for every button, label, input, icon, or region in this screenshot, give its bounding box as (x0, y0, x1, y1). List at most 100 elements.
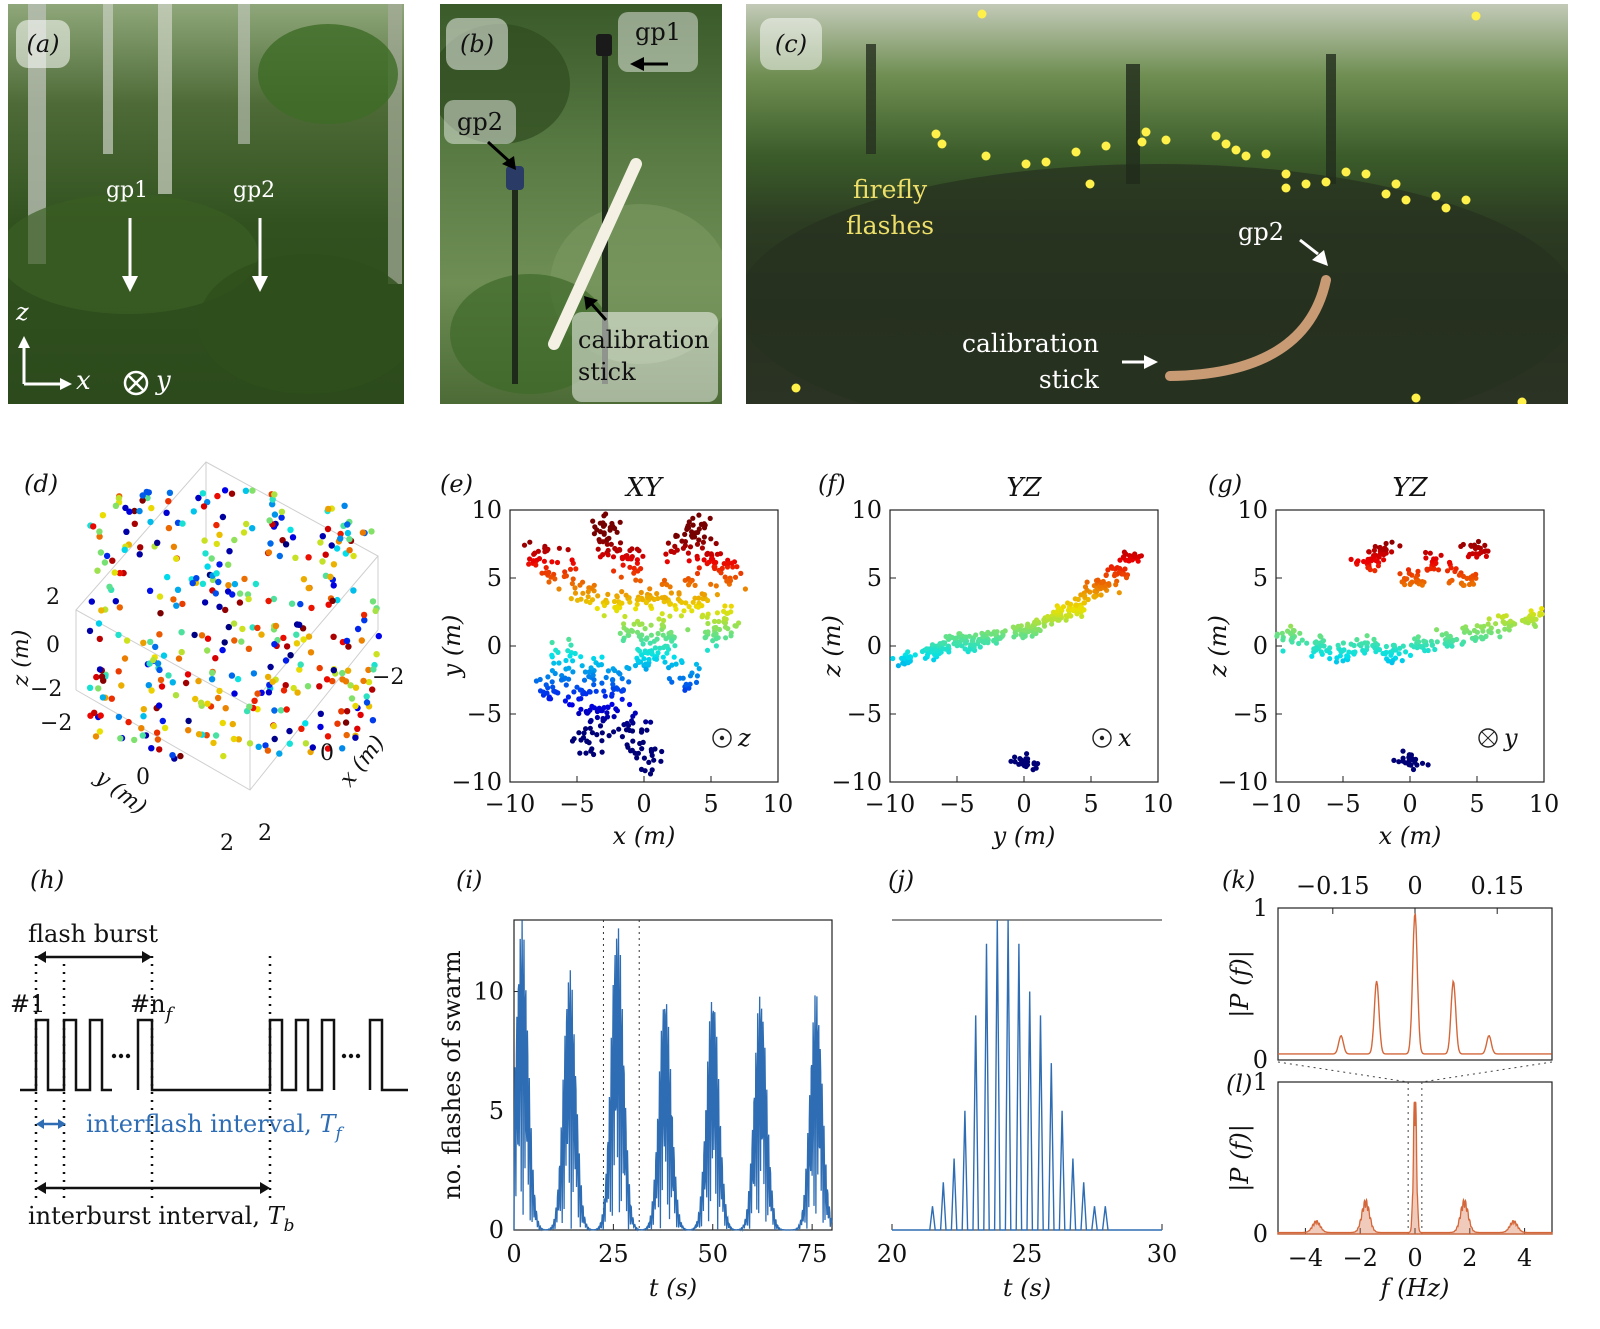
firefly-flash-dot (1211, 131, 1221, 141)
scatter-point (946, 649, 952, 655)
scatter-point (661, 617, 667, 624)
scatter-point (938, 649, 944, 655)
scatter-point (570, 658, 576, 664)
scatter-point (682, 531, 688, 537)
scatter-3d-point (173, 555, 180, 562)
scatter-point (1465, 554, 1471, 560)
interflash-arrow (36, 1119, 66, 1129)
scatter-point (1397, 543, 1403, 549)
scatter-point (620, 562, 626, 568)
scatter-3d-point (126, 508, 133, 515)
scatter-3d-point (88, 598, 96, 605)
scatter-3d-point (118, 682, 125, 689)
scatter-point (649, 767, 655, 773)
scatter-point (627, 564, 633, 570)
scatter-3d-point (225, 582, 232, 589)
scatter-3d-point (152, 643, 159, 651)
scatter-point (1400, 643, 1406, 649)
scatter-3d-point (231, 637, 238, 644)
y-tick-label: −10 (1217, 768, 1268, 796)
scatter-3d-point (131, 736, 138, 744)
scatter-3d-point (287, 652, 294, 659)
scatter-point (1404, 576, 1410, 582)
zoom-connector (1277, 1061, 1409, 1083)
scatter-point (580, 590, 586, 596)
scatter-point (545, 571, 551, 577)
scatter-3d-point (219, 646, 226, 654)
scatter-3d-point (172, 692, 180, 699)
scatter-point (669, 679, 675, 685)
scatter-point (521, 542, 528, 548)
scatter-point (1081, 607, 1087, 613)
scatter-point (611, 686, 617, 692)
scatter-points (890, 549, 1144, 773)
scatter-point (1380, 650, 1386, 657)
scatter-point (1458, 543, 1464, 549)
scatter-point (1280, 637, 1286, 643)
scatter-xz-plot: −10−10 −5 −5 0 0 5 5 10 10 YZ x (m) z (m) y (1204, 473, 1559, 850)
scatter-point (563, 573, 569, 579)
scatter-3d-point (305, 584, 312, 592)
scatter-point (1376, 647, 1383, 653)
scatter-3d-point (236, 599, 244, 606)
scatter-point (631, 565, 637, 571)
scatter-point (565, 547, 571, 553)
scatter-3d-point (177, 752, 184, 760)
scatter-point (648, 632, 654, 638)
scatter-3d-point (271, 735, 278, 743)
scatter-3d-point (210, 739, 217, 747)
scatter-point (680, 675, 686, 681)
d-x-tick-3: 2 (258, 821, 272, 846)
scatter-point (711, 559, 717, 565)
d-y-tick-2: 0 (136, 765, 150, 790)
scatter-point (1533, 616, 1539, 622)
scatter-point (633, 606, 639, 612)
scatter-3d-point (214, 492, 221, 500)
arrows-a (18, 218, 268, 396)
scatter-3d-point (265, 597, 272, 605)
scatter-point (594, 732, 600, 738)
scatter-point (1274, 633, 1280, 639)
scatter-point (984, 639, 990, 645)
scatter-3d-point (230, 735, 238, 743)
scatter-point (696, 595, 702, 601)
scatter-point (1297, 630, 1303, 636)
scatter-point (1056, 617, 1062, 623)
scatter-point (683, 681, 689, 687)
scatter-point (723, 635, 729, 641)
scatter-point (621, 621, 627, 627)
scatter-3d-point (212, 590, 219, 597)
scatter-point (540, 689, 546, 695)
scatter-3d-point (111, 569, 118, 576)
scatter-point (1460, 639, 1467, 645)
x-axis-label: x (m) (1379, 822, 1442, 850)
scatter-3d-point (131, 507, 138, 515)
scatter-point (1000, 632, 1006, 638)
scatter-3d-point (359, 529, 367, 536)
scatter-point (963, 640, 969, 646)
scatter-point (1372, 568, 1378, 574)
scatter-point (1288, 630, 1294, 637)
scatter-3d-point (330, 633, 337, 640)
firefly-flash-dot (981, 151, 991, 161)
scatter-point (541, 558, 547, 564)
scatter-3d-point (242, 487, 250, 494)
scatter-point (705, 620, 711, 627)
scatter-point (1434, 639, 1440, 645)
axis-direction-dot (1099, 735, 1105, 741)
scatter-point (902, 655, 908, 662)
scatter-point (1029, 633, 1035, 639)
scatter-3d-point (271, 511, 279, 518)
scatter-point (701, 534, 707, 540)
firefly-flash-dot (1431, 191, 1441, 201)
scatter-point (634, 557, 640, 563)
scatter-point (952, 640, 958, 646)
scatter-3d-point (317, 723, 324, 731)
scatter-3d-point (338, 708, 345, 715)
scatter-point (1082, 584, 1089, 590)
scatter-point (593, 688, 599, 694)
scatter-point (1023, 763, 1029, 770)
scatter-point (612, 604, 618, 611)
scatter-point (1488, 630, 1494, 636)
scatter-point (594, 527, 600, 533)
